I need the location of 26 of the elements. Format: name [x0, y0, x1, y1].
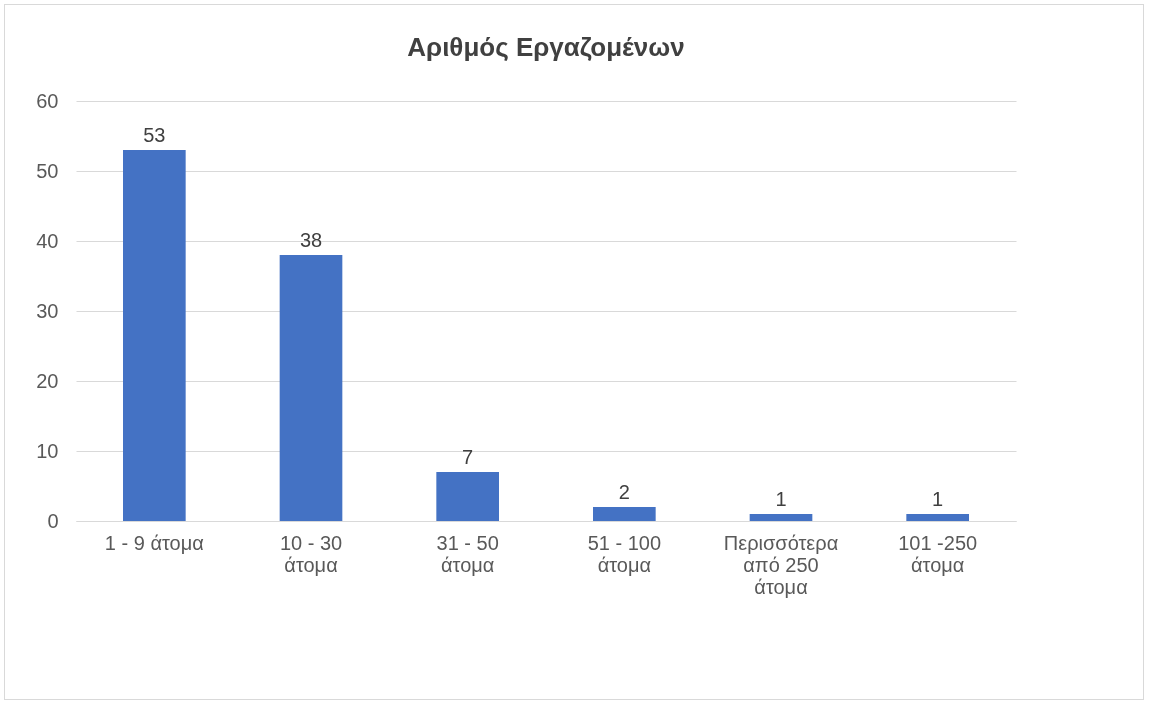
y-tick-label: 60: [36, 89, 59, 112]
x-tick-label: 51 - 100 άτομα: [587, 531, 662, 576]
bar: [749, 514, 813, 521]
y-tick-label: 50: [36, 159, 59, 182]
bar: [123, 150, 186, 521]
y-tick-label: 20: [36, 369, 59, 392]
bar: [593, 507, 656, 521]
data-label: 1: [775, 488, 787, 510]
bar: [906, 514, 969, 521]
data-label: 53: [143, 124, 166, 146]
data-label: 1: [932, 488, 944, 510]
y-tick-label: 30: [36, 299, 59, 322]
x-tick-label: 1 - 9 άτομα: [104, 531, 204, 554]
chart-title: Αριθμός Εργαζομένων: [407, 32, 685, 62]
x-tick-label: 101 -250 άτομα: [898, 531, 978, 576]
x-tick-label: Περισσότερα από 250 άτομα: [723, 531, 839, 598]
y-tick-label: 10: [36, 439, 59, 462]
data-label: 2: [618, 481, 630, 503]
y-tick-label: 40: [36, 229, 59, 252]
bar: [436, 472, 499, 521]
data-label: 7: [462, 446, 474, 468]
data-label: 38: [299, 229, 323, 251]
bar: [279, 255, 343, 521]
x-tick-label: 10 - 30 άτομα: [279, 531, 343, 576]
y-tick-label: 0: [47, 509, 59, 532]
x-tick-label: 31 - 50 άτομα: [436, 531, 499, 576]
